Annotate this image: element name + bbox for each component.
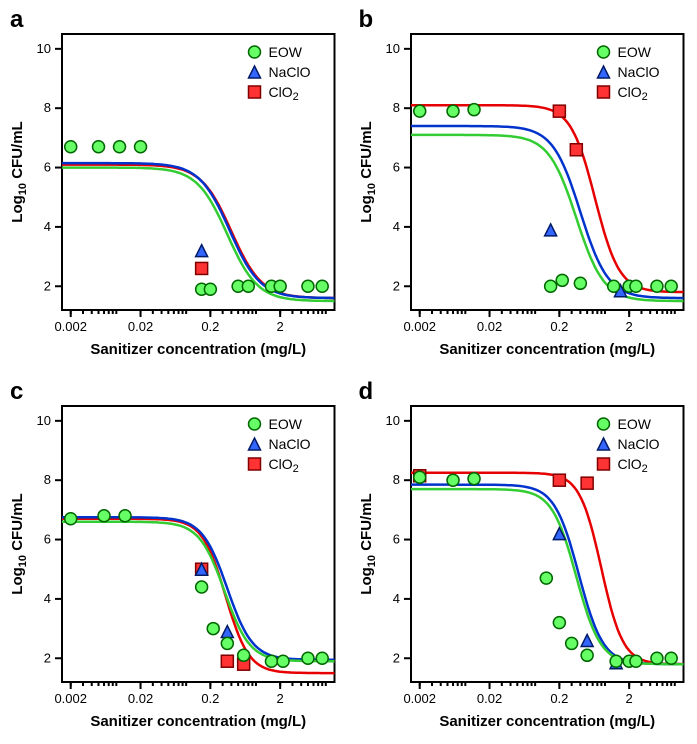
svg-text:NaClO: NaClO (617, 64, 659, 80)
svg-text:0.02: 0.02 (128, 319, 153, 334)
svg-text:2: 2 (625, 691, 632, 706)
svg-text:Log10 CFU/mL: Log10 CFU/mL (358, 493, 378, 594)
svg-text:2: 2 (392, 278, 399, 293)
svg-text:Sanitizer concentration (mg/L): Sanitizer concentration (mg/L) (439, 713, 655, 730)
svg-text:2: 2 (392, 650, 399, 665)
svg-text:0.2: 0.2 (550, 691, 568, 706)
svg-text:4: 4 (392, 591, 399, 606)
svg-text:10: 10 (37, 41, 51, 56)
svg-text:NaClO: NaClO (269, 436, 311, 452)
svg-text:2: 2 (625, 319, 632, 334)
svg-text:Log10 CFU/mL: Log10 CFU/mL (358, 121, 378, 222)
svg-text:Log10 CFU/mL: Log10 CFU/mL (9, 493, 29, 594)
svg-text:6: 6 (44, 160, 51, 175)
svg-text:0.2: 0.2 (550, 319, 568, 334)
chart-d: 0.002 0.02 0.2 2 2 4 6 8 10 Sanitizer concentrati… (349, 372, 697, 744)
chart-c: 0.002 0.02 0.2 2 2 4 6 8 10 Sanitizer concentrati… (0, 372, 349, 744)
svg-text:2: 2 (277, 319, 284, 334)
svg-text:Log10 CFU/mL: Log10 CFU/mL (9, 121, 29, 222)
panel-d: d 0.002 0.02 0.2 2 2 4 6 8 10 Sanitizer concentrat… (349, 372, 697, 744)
panel-b: b 0.002 0.02 0.2 2 2 4 6 8 10 Sanitizer concentrat… (349, 0, 697, 372)
svg-text:ClO2: ClO2 (269, 84, 299, 103)
svg-text:0.02: 0.02 (128, 691, 153, 706)
svg-text:0.02: 0.02 (476, 319, 501, 334)
svg-text:6: 6 (44, 532, 51, 547)
panel-label-d: d (359, 378, 374, 406)
svg-text:10: 10 (37, 413, 51, 428)
svg-text:0.2: 0.2 (201, 319, 219, 334)
svg-text:NaClO: NaClO (269, 64, 311, 80)
svg-text:EOW: EOW (617, 416, 651, 432)
panel-label-b: b (359, 6, 374, 34)
figure-grid: a 0.002 0.02 0.2 2 2 4 6 8 10 Sanitizer concentrat… (0, 0, 697, 744)
svg-text:4: 4 (44, 591, 51, 606)
svg-text:6: 6 (392, 532, 399, 547)
svg-text:ClO2: ClO2 (617, 456, 647, 475)
panel-label-a: a (10, 6, 23, 34)
panel-a: a 0.002 0.02 0.2 2 2 4 6 8 10 Sanitizer concentrat… (0, 0, 349, 372)
panel-label-c: c (10, 378, 23, 406)
svg-text:Sanitizer concentration (mg/L): Sanitizer concentration (mg/L) (439, 341, 655, 358)
svg-text:NaClO: NaClO (617, 436, 659, 452)
svg-text:4: 4 (44, 219, 51, 234)
svg-text:EOW: EOW (269, 44, 303, 60)
svg-text:8: 8 (392, 100, 399, 115)
svg-text:2: 2 (44, 650, 51, 665)
svg-text:0.002: 0.002 (54, 319, 87, 334)
svg-text:0.02: 0.02 (476, 691, 501, 706)
panel-c: c 0.002 0.02 0.2 2 2 4 6 8 10 Sanitizer concentrat… (0, 372, 349, 744)
svg-text:EOW: EOW (269, 416, 303, 432)
svg-text:10: 10 (385, 41, 399, 56)
svg-text:Sanitizer concentration (mg/L): Sanitizer concentration (mg/L) (90, 713, 306, 730)
chart-a: 0.002 0.02 0.2 2 2 4 6 8 10 Sanitizer concentrati… (0, 0, 349, 372)
svg-text:Sanitizer concentration (mg/L): Sanitizer concentration (mg/L) (90, 341, 306, 358)
svg-text:2: 2 (277, 691, 284, 706)
svg-text:0.002: 0.002 (54, 691, 87, 706)
svg-text:8: 8 (392, 472, 399, 487)
svg-text:8: 8 (44, 472, 51, 487)
svg-text:ClO2: ClO2 (617, 84, 647, 103)
svg-text:EOW: EOW (617, 44, 651, 60)
svg-text:8: 8 (44, 100, 51, 115)
chart-b: 0.002 0.02 0.2 2 2 4 6 8 10 Sanitizer concentrati… (349, 0, 697, 372)
svg-text:0.002: 0.002 (403, 319, 436, 334)
svg-text:0.002: 0.002 (403, 691, 436, 706)
svg-text:6: 6 (392, 160, 399, 175)
svg-text:4: 4 (392, 219, 399, 234)
svg-text:10: 10 (385, 413, 399, 428)
svg-text:0.2: 0.2 (201, 691, 219, 706)
svg-text:2: 2 (44, 278, 51, 293)
svg-text:ClO2: ClO2 (269, 456, 299, 475)
